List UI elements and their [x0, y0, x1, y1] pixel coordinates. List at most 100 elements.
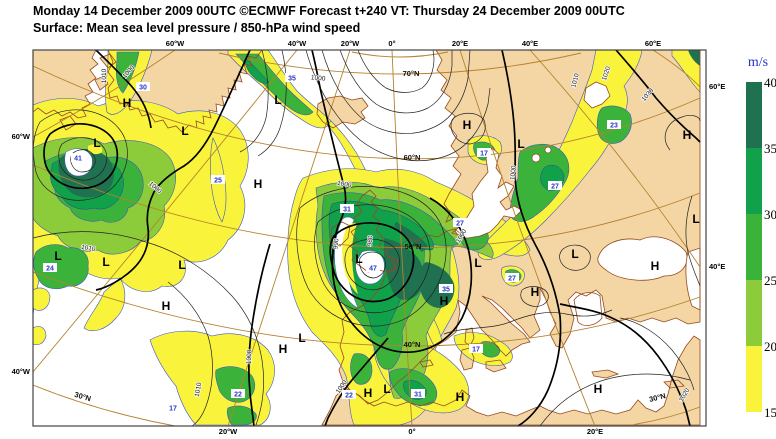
wind-max-label: 22 [345, 393, 353, 400]
wind-max-label: 23 [610, 123, 618, 130]
wind-max-labels: 41 30 35 25 24 31 47 27 35 27 17 23 27 22 31 17 22 17 [43, 73, 621, 413]
pressure-center-h: H [456, 390, 465, 404]
pressure-center-l: L [102, 255, 109, 269]
wind-max-label: 17 [472, 347, 480, 354]
isobar-label: 980 [367, 235, 375, 247]
edge-label-left: 60°W [12, 132, 31, 141]
wind-max-label: 27 [551, 184, 559, 191]
pressure-center-l: L [54, 249, 61, 263]
wind-max-label-box [211, 175, 225, 184]
wind-max-label-box [505, 273, 519, 282]
wind-max-label: 25 [214, 178, 222, 185]
lake-ladoga [531, 153, 541, 163]
colorbar-segment [746, 82, 762, 148]
wind-max-label: 17 [169, 406, 177, 413]
wind-max-label: 24 [46, 266, 54, 273]
edge-label-top: 20°W [341, 39, 360, 48]
wind-max-label-box [71, 153, 85, 162]
wind-max-label-box [411, 389, 425, 398]
pressure-center-l: L [178, 258, 185, 272]
edge-label-bottom: 0° [408, 427, 415, 436]
pressure-center-h: H [463, 118, 472, 132]
isobar-label: 1000 [337, 180, 353, 189]
wind-max-label: 17 [480, 151, 488, 158]
pressure-center-l: L [355, 252, 362, 266]
pressure-center-l: L [181, 124, 188, 138]
edge-label-top: 40°W [288, 39, 307, 48]
wind-max-label-box [43, 263, 57, 272]
edge-label-top: 20°E [452, 39, 468, 48]
map-edge-labels: 60°W 40°W 20°W 0° 20°E 40°E 60°E 20°W 0° 20°E 60°W… [12, 39, 726, 436]
colorbar-tick: 20 [764, 339, 776, 354]
colorbar-unit: m/s [748, 55, 768, 70]
edge-label-top: 40°E [522, 39, 538, 48]
pressure-center-h: H [279, 342, 288, 356]
pressure-center-l: L [298, 331, 305, 345]
latitude-label: 60°N [404, 153, 421, 162]
latitude-label: 30°N [73, 390, 92, 403]
pressure-center-l: L [474, 256, 481, 270]
wind-max-label: 27 [508, 276, 516, 283]
pressure-center-h: H [162, 299, 171, 313]
wind-max-label-box [469, 344, 483, 353]
wind-speed-colorbar: m/s 40 35 30 25 20 15 [746, 55, 776, 420]
pressure-center-l: L [517, 137, 524, 151]
edge-label-bottom: 20°W [219, 427, 238, 436]
wind-max-label-box [366, 263, 380, 272]
edge-label-top: 0° [388, 39, 395, 48]
colorbar-tick: 35 [764, 141, 776, 156]
wind-max-label: 31 [414, 392, 422, 399]
pressure-center-h: H [364, 386, 373, 400]
wind-yellow-accents [88, 144, 358, 294]
edge-label-top: 60°E [645, 39, 661, 48]
wind-max-label: 27 [456, 221, 464, 228]
isobar-label: 1010 [194, 382, 203, 398]
edge-label-left: 40°W [12, 367, 31, 376]
pressure-center-h: H [440, 294, 449, 308]
pressure-center-l: L [692, 212, 699, 226]
isobar-label: 990 [333, 238, 341, 250]
graticule [33, 50, 701, 426]
title-line-1: Monday 14 December 2009 00UTC ©ECMWF For… [33, 4, 625, 18]
wind-max-label: 47 [369, 266, 377, 273]
latitude-label: 30°N [648, 391, 666, 404]
pressure-center-h: H [123, 96, 132, 110]
wind-max-label-box [166, 403, 180, 412]
latitude-labels: 70°N 60°N 50°N 40°N 30°N 30°N [73, 69, 666, 404]
lake-onega [544, 146, 552, 154]
pressure-center-l: L [93, 136, 100, 150]
isobars [33, 50, 701, 426]
latitude-label: 70°N [403, 69, 420, 78]
wind-max-label-box [231, 389, 245, 398]
isobar-label: 1000 [311, 74, 326, 82]
title-line-2: Surface: Mean sea level pressure / 850-h… [33, 21, 360, 35]
wind-max-label-box [136, 82, 150, 91]
latitude-label: 40°N [404, 340, 421, 349]
pressure-center-l: L [383, 382, 390, 396]
wind-max-label: 22 [234, 392, 242, 399]
edge-label-bottom: 20°E [587, 427, 603, 436]
pressure-center-h: H [254, 177, 263, 191]
colorbar-tick: 25 [764, 273, 776, 288]
wind-max-label: 35 [442, 287, 450, 294]
isobar-label: 1010 [81, 244, 97, 253]
isobar-label: 1000 [246, 349, 254, 364]
wind-max-label-box [285, 73, 299, 82]
colorbar-tick: 15 [764, 405, 776, 420]
pressure-center-h: H [594, 382, 603, 396]
colorbar-tick: 40 [764, 75, 776, 90]
wind-max-label-box [607, 120, 621, 129]
pressure-center-h: H [683, 128, 692, 142]
wind-max-label-box [439, 284, 453, 293]
map-frame [32, 49, 707, 427]
wind-max-label: 35 [288, 76, 296, 83]
colorbar-segment [746, 148, 762, 214]
latitude-label: 50°N [405, 242, 422, 251]
wind-max-label: 30 [139, 85, 147, 92]
wind-max-label: 41 [74, 156, 82, 163]
colorbar-segment [746, 214, 762, 280]
isobar-label: 1000 [509, 165, 517, 180]
